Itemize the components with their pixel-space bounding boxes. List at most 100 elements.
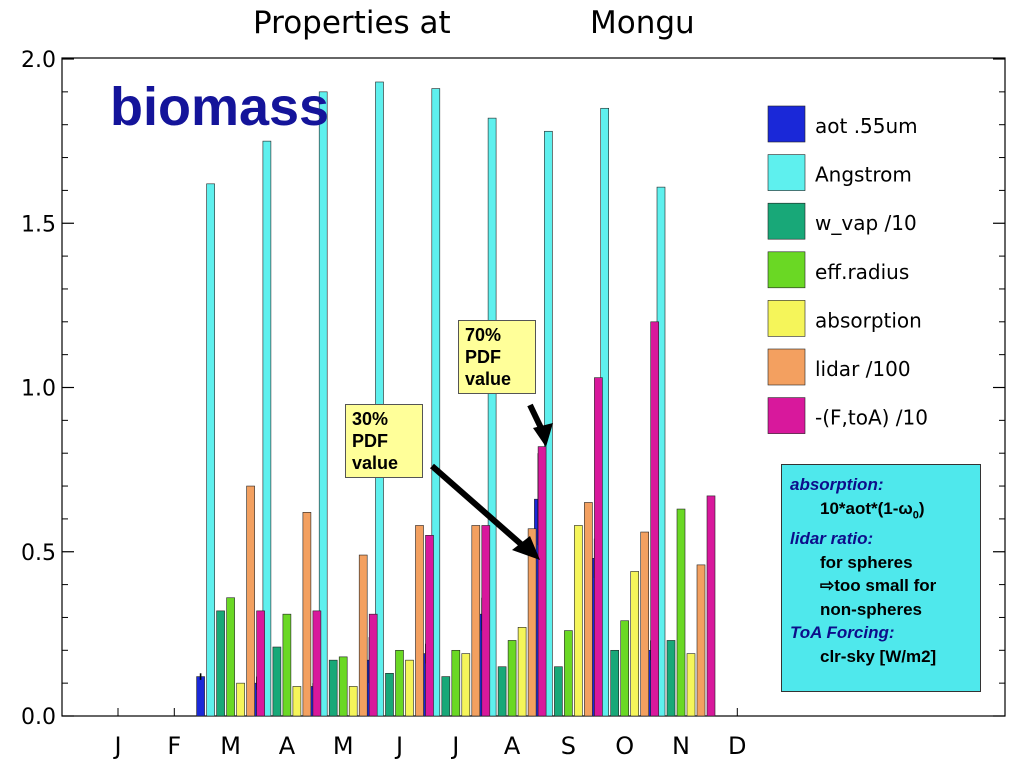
bar [236,682,245,717]
biomass-label: biomass [110,77,330,137]
callout-30-line: value [352,453,399,473]
bar [256,610,265,717]
note-toa-heading: ToA Forcing: [790,623,895,643]
omega-symbol: ω [898,498,913,518]
bar [405,659,414,717]
x-tick-label: M [220,732,241,760]
x-tick-label: A [279,732,296,760]
chart-title-left: Properties at [253,5,451,41]
bar [328,659,338,717]
bar [527,528,537,717]
note-absorption-formula: 10*aot*(1-ω0) [790,497,972,528]
bar [395,649,404,717]
legend-label: w_vap /10 [815,211,917,235]
x-tick-label: A [504,732,521,760]
bar [630,571,640,717]
note-lidar-line2: ⇨too small for [790,574,972,598]
legend-label: aot .55um [815,114,918,138]
y-tick-label: 1.5 [21,212,56,237]
bar [302,512,312,717]
bar [338,656,348,717]
x-tick-label: M [333,732,354,760]
bar [216,610,225,717]
legend-label: Angstrom [815,163,912,187]
legend-label: absorption [815,308,922,332]
bar [487,117,497,717]
bar [537,446,547,717]
bar [385,672,394,717]
bar [206,183,215,717]
formula-suffix: ) [918,498,925,518]
bar [318,91,328,717]
bar [517,627,527,717]
x-tick-label: J [450,732,459,760]
bar [676,508,686,717]
bar [226,597,235,717]
bar [461,653,471,717]
bar-series-group [196,81,716,717]
legend-swatch [767,251,806,289]
note-lidar-line2-text: too small for [834,576,937,596]
right-arrow-icon: ⇨ [820,576,835,596]
legend-label: eff.radius [815,260,909,284]
bar [272,646,282,717]
bar [610,649,620,717]
y-tick-label: 0.5 [21,541,56,566]
x-tick-label: J [394,732,403,760]
arrow-70-head [533,423,553,447]
callout-30-line: 30% [352,409,389,429]
y-axis: 0.0 0.5 1.0 1.5 2.0 [21,48,1005,730]
legend-label: -(F,toA) /10 [815,406,928,430]
bar [431,88,441,717]
bar [706,495,716,717]
arrow-30-shaft [430,463,524,548]
legend-swatch [767,105,806,143]
bar [686,653,696,717]
arrow-70-shaft [527,403,545,432]
callout-30-pdf: 30% PDF value [345,404,423,478]
bar [564,630,573,717]
legend-label: lidar /100 [815,357,911,381]
bar [425,535,434,717]
x-tick-label: J [112,732,121,760]
note-lidar-line1: for spheres [820,552,913,572]
note-lidar-heading: lidar ratio: [790,529,874,549]
x-tick-label: O [615,732,634,760]
bar [292,686,302,717]
bar [415,525,424,717]
legend-swatch [767,397,806,434]
note-toa-value: clr-sky [W/m2] [820,646,937,666]
legend: aot .55um Angstrom w_vap /10 eff.radius abso… [767,105,928,434]
omega-subscript: 0 [912,508,919,521]
chart-title-right: Mongu [590,5,695,41]
bar [620,620,630,717]
bar [497,666,507,717]
formula-prefix: 10*aot*(1- [820,498,899,518]
bar [358,554,368,717]
bar [196,676,205,717]
bar [594,377,603,717]
bar [246,485,255,717]
bar [348,686,358,717]
bar [368,613,378,717]
bar [262,140,272,717]
bar [584,502,593,717]
legend-swatch [767,154,806,191]
note-absorption-heading: absorption: [790,475,884,494]
callout-arrows [430,403,553,560]
y-tick-label: 0.0 [21,705,56,730]
y-tick-label: 2.0 [21,48,56,73]
bar [666,640,676,717]
notes-box: absorption: 10*aot*(1-ω0) lidar ratio: f… [781,464,981,692]
x-tick-label: N [672,732,690,760]
bar [696,564,706,717]
bar [312,610,322,717]
bar [282,613,292,717]
y-tick-label: 1.0 [21,377,56,402]
bar [554,666,563,717]
callout-30-line: PDF [352,431,388,451]
bar [640,531,650,717]
